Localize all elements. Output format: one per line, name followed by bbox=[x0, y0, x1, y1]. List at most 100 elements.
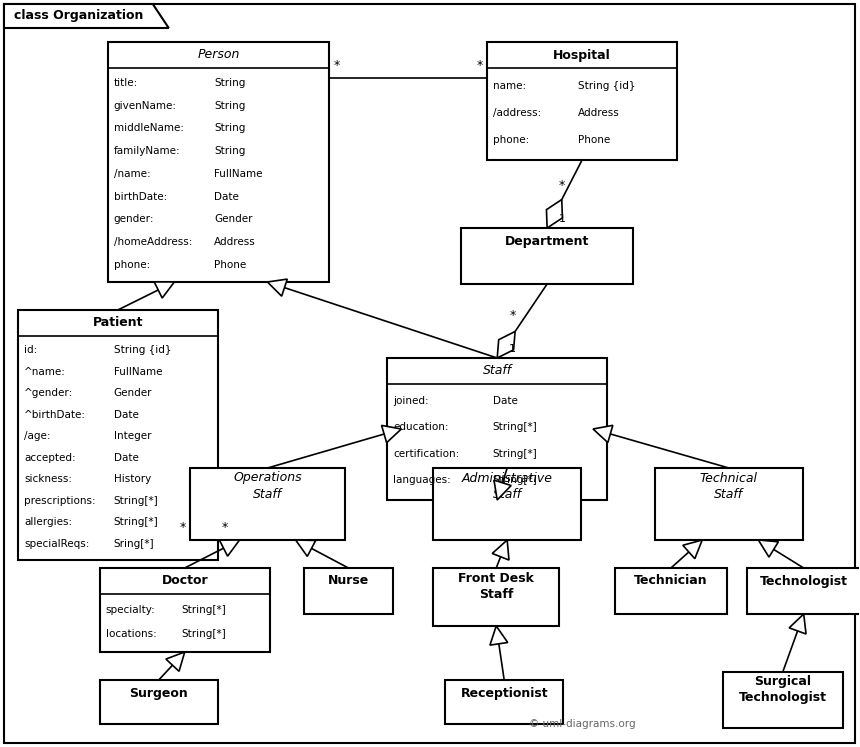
Text: *: * bbox=[180, 521, 186, 534]
Polygon shape bbox=[4, 4, 169, 28]
Text: Address: Address bbox=[578, 108, 620, 117]
Text: String: String bbox=[214, 123, 246, 133]
Text: *: * bbox=[509, 309, 515, 322]
Text: specialReqs:: specialReqs: bbox=[24, 539, 89, 549]
Polygon shape bbox=[759, 540, 778, 557]
Text: accepted:: accepted: bbox=[24, 453, 76, 462]
Text: prescriptions:: prescriptions: bbox=[24, 496, 95, 506]
Text: Date: Date bbox=[114, 409, 138, 420]
Text: joined:: joined: bbox=[393, 396, 429, 406]
Text: /age:: /age: bbox=[24, 431, 51, 441]
Text: phone:: phone: bbox=[494, 134, 530, 145]
Polygon shape bbox=[166, 652, 185, 672]
Text: String[*]: String[*] bbox=[114, 518, 158, 527]
Text: *: * bbox=[559, 179, 565, 192]
Polygon shape bbox=[382, 425, 402, 443]
Bar bbox=[100, 680, 218, 724]
Text: Department: Department bbox=[505, 235, 589, 247]
Text: Surgical
Technologist: Surgical Technologist bbox=[739, 675, 826, 704]
Text: Doctor: Doctor bbox=[162, 574, 208, 587]
Text: familyName:: familyName: bbox=[114, 146, 181, 156]
Text: Date: Date bbox=[493, 396, 518, 406]
Text: Staff: Staff bbox=[482, 365, 512, 377]
Polygon shape bbox=[296, 540, 316, 557]
Text: languages:: languages: bbox=[393, 475, 452, 486]
Polygon shape bbox=[593, 425, 613, 443]
Bar bbox=[445, 680, 563, 724]
Polygon shape bbox=[490, 626, 507, 645]
Polygon shape bbox=[546, 199, 562, 228]
Bar bbox=[488, 42, 677, 160]
Bar bbox=[304, 568, 393, 614]
Text: birthDate:: birthDate: bbox=[114, 192, 167, 202]
Text: gender:: gender: bbox=[114, 214, 154, 224]
Bar bbox=[387, 358, 607, 500]
Text: © uml-diagrams.org: © uml-diagrams.org bbox=[529, 719, 636, 729]
Text: sickness:: sickness: bbox=[24, 474, 72, 484]
Text: /homeAddress:: /homeAddress: bbox=[114, 237, 192, 247]
Bar bbox=[655, 468, 802, 540]
Polygon shape bbox=[683, 540, 703, 559]
Text: /address:: /address: bbox=[494, 108, 542, 117]
Polygon shape bbox=[497, 332, 515, 358]
Bar bbox=[615, 568, 727, 614]
Text: Surgeon: Surgeon bbox=[129, 686, 188, 699]
Text: givenName:: givenName: bbox=[114, 101, 177, 111]
Text: ^name:: ^name: bbox=[24, 367, 66, 376]
Text: String[*]: String[*] bbox=[181, 605, 226, 615]
Text: class Organization: class Organization bbox=[14, 10, 144, 22]
Bar bbox=[190, 468, 346, 540]
Text: 1: 1 bbox=[509, 344, 516, 354]
Text: Patient: Patient bbox=[93, 317, 143, 329]
Text: middleName:: middleName: bbox=[114, 123, 184, 133]
Text: Phone: Phone bbox=[578, 134, 611, 145]
Text: Technical
Staff: Technical Staff bbox=[700, 471, 758, 500]
Text: *: * bbox=[477, 59, 483, 72]
Polygon shape bbox=[154, 282, 175, 298]
Text: String[*]: String[*] bbox=[493, 475, 538, 486]
Bar bbox=[433, 468, 581, 540]
Text: String: String bbox=[214, 78, 246, 88]
Polygon shape bbox=[494, 480, 511, 500]
Text: certification:: certification: bbox=[393, 449, 459, 459]
Text: ^birthDate:: ^birthDate: bbox=[24, 409, 86, 420]
Text: Technologist: Technologist bbox=[759, 574, 848, 587]
Text: id:: id: bbox=[24, 345, 37, 355]
Text: name:: name: bbox=[494, 81, 526, 90]
Bar bbox=[746, 568, 860, 614]
Text: Integer: Integer bbox=[114, 431, 151, 441]
Bar bbox=[461, 228, 633, 284]
Text: allergies:: allergies: bbox=[24, 518, 72, 527]
Bar bbox=[723, 672, 843, 728]
Text: String {id}: String {id} bbox=[114, 345, 171, 355]
Text: String: String bbox=[214, 146, 246, 156]
Text: Address: Address bbox=[214, 237, 256, 247]
Text: Receptionist: Receptionist bbox=[460, 686, 548, 699]
Text: Person: Person bbox=[198, 49, 240, 61]
Text: specialty:: specialty: bbox=[106, 605, 156, 615]
Bar bbox=[100, 568, 269, 652]
Text: /name:: /name: bbox=[114, 169, 150, 179]
Text: String {id}: String {id} bbox=[578, 81, 636, 90]
Text: String[*]: String[*] bbox=[493, 423, 538, 433]
Polygon shape bbox=[267, 279, 287, 297]
Bar bbox=[433, 568, 559, 626]
Text: Administrative
Staff: Administrative Staff bbox=[462, 471, 553, 500]
Text: Gender: Gender bbox=[214, 214, 253, 224]
Text: Date: Date bbox=[214, 192, 239, 202]
Text: locations:: locations: bbox=[106, 629, 157, 639]
Text: Technician: Technician bbox=[634, 574, 708, 587]
Text: Sring[*]: Sring[*] bbox=[114, 539, 155, 549]
Text: FullName: FullName bbox=[114, 367, 163, 376]
Text: ^gender:: ^gender: bbox=[24, 388, 73, 398]
Text: *: * bbox=[222, 521, 228, 534]
Text: education:: education: bbox=[393, 423, 449, 433]
Polygon shape bbox=[789, 614, 806, 634]
Text: Date: Date bbox=[114, 453, 138, 462]
Text: Phone: Phone bbox=[214, 260, 247, 270]
Text: phone:: phone: bbox=[114, 260, 150, 270]
Text: Hospital: Hospital bbox=[553, 49, 611, 61]
Text: title:: title: bbox=[114, 78, 138, 88]
Polygon shape bbox=[219, 540, 240, 557]
Text: *: * bbox=[334, 59, 340, 72]
